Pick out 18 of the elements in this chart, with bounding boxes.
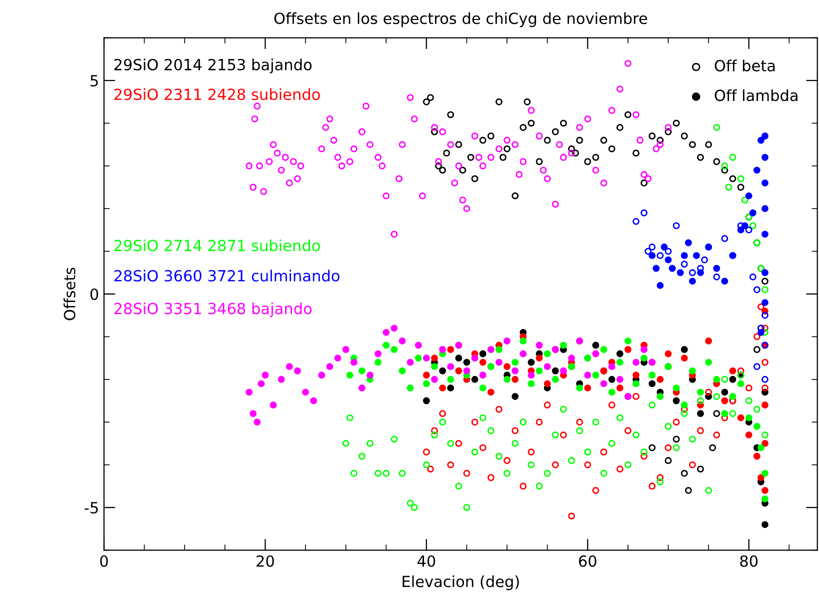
y-tick-label: 5 (90, 75, 98, 87)
y-tick-label: 0 (90, 288, 98, 300)
x-tick-label: 40 (417, 555, 436, 567)
legend-label: 29SiO 2014 2153 bajando (114, 58, 312, 74)
text: 28SiO 3660 3721 culminando (114, 270, 340, 282)
text: 29SiO 2714 2871 subiendo (114, 239, 320, 252)
x-axis-title: Elevacion (deg) (402, 575, 519, 590)
x-tick-label: 20 (256, 555, 274, 567)
y-axis-title: Offsets (64, 268, 76, 320)
chart-title: Offsets en los espectros de chiCyg de noviembre (274, 12, 648, 28)
x-tick-label: 80 (740, 555, 758, 567)
text: 28SiO 3351 3468 bajando (114, 302, 312, 318)
text: 29SiO 2311 2428 subiendo (114, 88, 320, 100)
x-tick-label: 0 (100, 555, 108, 567)
annotation: Off lambda (714, 89, 798, 102)
y-tick-label: -5 (84, 502, 98, 514)
annotation: Off beta (714, 60, 775, 72)
x-tick-label: 60 (578, 555, 596, 567)
